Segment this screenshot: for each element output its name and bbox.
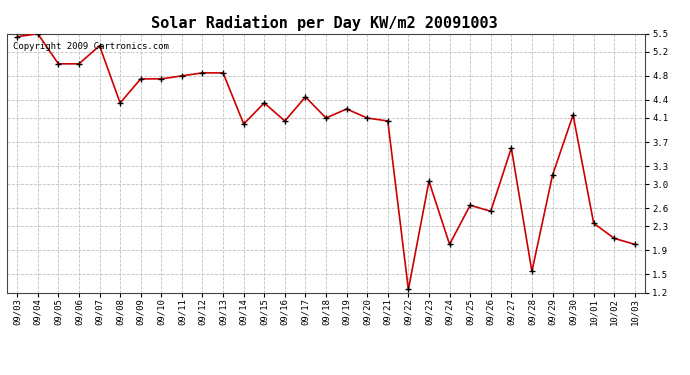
Text: Solar Radiation per Day KW/m2 20091003: Solar Radiation per Day KW/m2 20091003 bbox=[151, 15, 497, 31]
Text: Copyright 2009 Cartronics.com: Copyright 2009 Cartronics.com bbox=[13, 42, 169, 51]
